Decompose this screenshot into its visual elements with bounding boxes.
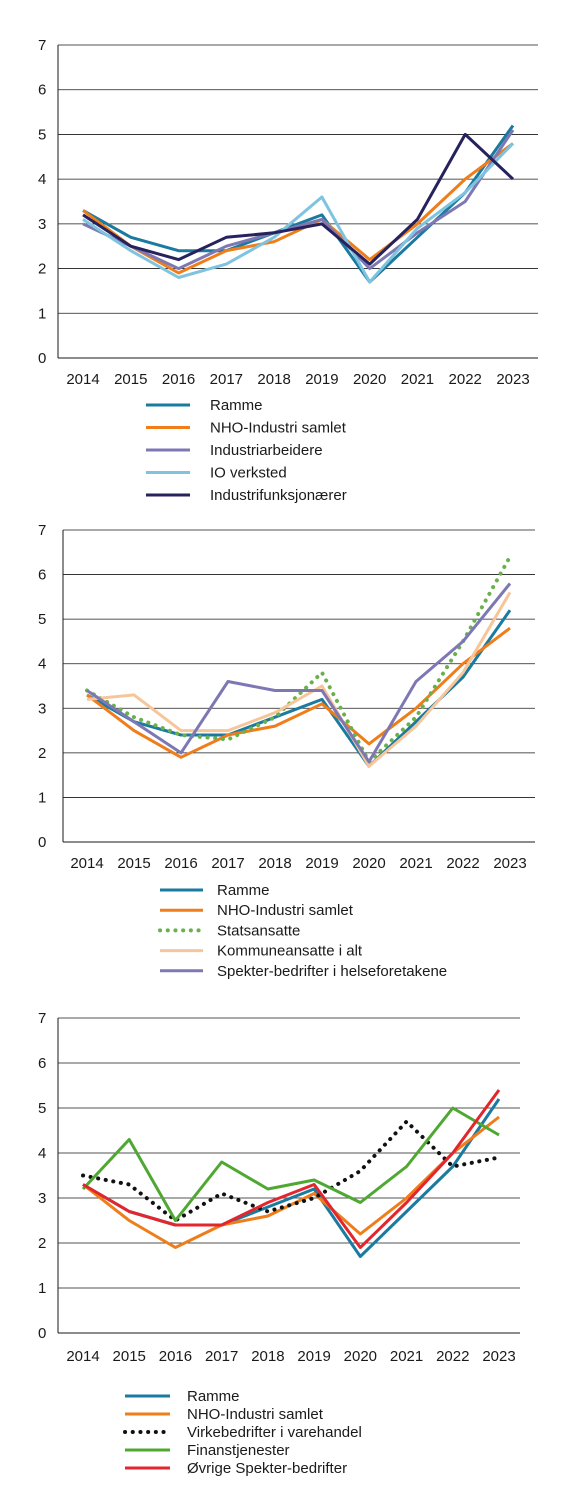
legend-label: Øvrige Spekter-bedrifter — [187, 1460, 347, 1477]
legend-label: Finanstjenester — [187, 1442, 290, 1459]
y-tick-label: 3 — [38, 216, 46, 233]
legend-label: NHO-Industri samlet — [187, 1406, 324, 1423]
y-tick-label: 3 — [38, 1190, 46, 1207]
series-line-virkebedrifter-i-varehandel — [81, 1119, 501, 1223]
y-tick-label: 0 — [38, 834, 46, 851]
y-tick-label: 7 — [38, 522, 46, 539]
x-tick-label: 2016 — [162, 371, 195, 388]
y-tick-label: 7 — [38, 37, 46, 54]
legend-label: NHO-Industri samlet — [210, 420, 347, 437]
series-line-industriarbeidere — [82, 129, 515, 271]
series-line-ramme — [82, 1098, 501, 1258]
legend-label: Industrifunksjonærer — [210, 487, 347, 504]
chart-services: 0 1 2 3 4 5 6 7 2014 2015 2016 2017 2018 2019 2020 2021… — [38, 1010, 520, 1477]
x-tick-label: 2014 — [66, 371, 99, 388]
legend-label: IO verksted — [210, 465, 287, 482]
x-tick-label: 2021 — [401, 371, 434, 388]
x-tick-label: 2021 — [390, 1348, 423, 1365]
y-tick-label: 6 — [38, 82, 46, 99]
x-tick-label: 2020 — [344, 1348, 377, 1365]
series-line-finanstjenester — [81, 1106, 500, 1222]
x-tick-label: 2014 — [70, 855, 103, 872]
legend-label: Kommuneansatte i alt — [217, 943, 363, 960]
x-tick-label: 2019 — [305, 855, 338, 872]
x-tick-label: 2023 — [482, 1348, 515, 1365]
x-tick-label: 2020 — [353, 371, 386, 388]
x-tick-label: 2017 — [205, 1348, 238, 1365]
x-tick-label: 2022 — [436, 1348, 469, 1365]
y-tick-label: 5 — [38, 1100, 46, 1117]
x-tick-label: 2022 — [449, 371, 482, 388]
chart-industry: 0 1 2 3 4 5 6 7 2014 2015 2016 2017 2018 2019 2020 2021… — [38, 37, 538, 504]
x-tick-label: 2017 — [210, 371, 243, 388]
legend-label: Virkebedrifter i varehandel — [187, 1424, 362, 1441]
series-line-nho-industri-samlet — [86, 626, 511, 759]
series-line-kommuneansatte-i-alt — [86, 591, 512, 768]
y-tick-label: 4 — [38, 171, 46, 188]
x-tick-label: 2018 — [257, 371, 290, 388]
x-tick-label: 2022 — [446, 855, 479, 872]
x-tick-label: 2014 — [66, 1348, 99, 1365]
x-tick-label: 2023 — [493, 855, 526, 872]
y-tick-label: 2 — [38, 1235, 46, 1252]
y-tick-label: 2 — [38, 745, 46, 762]
series-line-industrifunksjon-rer — [82, 132, 515, 266]
x-tick-label: 2018 — [258, 855, 291, 872]
x-tick-label: 2019 — [305, 371, 338, 388]
x-tick-label: 2015 — [113, 1348, 146, 1365]
legend-label: Statsansatte — [217, 922, 300, 939]
series-line-io-verksted — [82, 142, 515, 284]
x-tick-label: 2021 — [399, 855, 432, 872]
y-tick-label: 0 — [38, 350, 46, 367]
x-tick-label: 2015 — [114, 371, 147, 388]
x-tick-label: 2018 — [251, 1348, 284, 1365]
x-tick-label: 2015 — [117, 855, 150, 872]
y-tick-label: 6 — [38, 1055, 46, 1072]
series-line-ramme — [86, 609, 512, 768]
legend-label: Industriarbeidere — [210, 442, 323, 459]
y-tick-label: 4 — [38, 656, 46, 673]
legend-label: Ramme — [210, 397, 263, 414]
y-tick-label: 1 — [38, 305, 46, 322]
x-tick-label: 2019 — [297, 1348, 330, 1365]
series-line-nho-industri-samlet — [82, 142, 514, 275]
series-line--vrige-spekter-bedrifter — [82, 1089, 501, 1249]
legend-label: Ramme — [217, 882, 270, 899]
x-tick-label: 2020 — [352, 855, 385, 872]
y-tick-label: 1 — [38, 1280, 46, 1297]
x-tick-label: 2023 — [496, 371, 529, 388]
y-tick-label: 2 — [38, 261, 46, 278]
y-tick-label: 6 — [38, 567, 46, 584]
chart-public-sector: 0 1 2 3 4 5 6 7 2014 2015 2016 2017 2018 2019 2020 2021… — [38, 522, 535, 980]
legend-label: Ramme — [187, 1388, 240, 1405]
y-tick-label: 5 — [38, 126, 46, 143]
y-tick-label: 5 — [38, 611, 46, 628]
y-tick-label: 4 — [38, 1145, 46, 1162]
series-line-ramme — [82, 124, 515, 284]
y-tick-label: 1 — [38, 789, 46, 806]
x-tick-label: 2016 — [164, 855, 197, 872]
legend-label: NHO-Industri samlet — [217, 902, 354, 919]
x-tick-label: 2016 — [159, 1348, 192, 1365]
series-line-spekter-bedrifter-i-helseforetakene — [86, 582, 512, 764]
y-tick-label: 0 — [38, 1325, 46, 1342]
y-tick-label: 7 — [38, 1010, 46, 1027]
x-tick-label: 2017 — [211, 855, 244, 872]
legend-label: Spekter-bedrifter i helseforetakene — [217, 963, 447, 980]
series-line-statsansatte — [85, 554, 512, 764]
y-tick-label: 3 — [38, 700, 46, 717]
